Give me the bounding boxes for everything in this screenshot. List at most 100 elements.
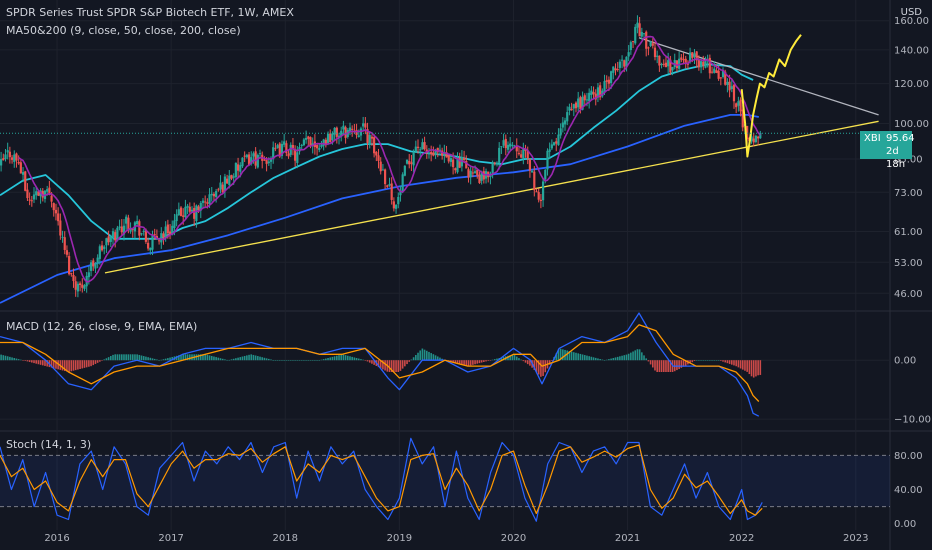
- candle[interactable]: [533, 166, 536, 197]
- candle[interactable]: [300, 143, 303, 150]
- candle[interactable]: [373, 134, 376, 158]
- candle[interactable]: [640, 27, 643, 40]
- candle[interactable]: [63, 231, 66, 255]
- candle[interactable]: [147, 237, 150, 251]
- candle[interactable]: [612, 66, 615, 80]
- candle[interactable]: [307, 135, 310, 147]
- macd-panel[interactable]: [0, 312, 762, 417]
- candle[interactable]: [557, 128, 560, 146]
- candle[interactable]: [162, 231, 165, 245]
- candle[interactable]: [65, 245, 69, 258]
- candle[interactable]: [397, 192, 400, 209]
- candle[interactable]: [81, 278, 84, 293]
- candle[interactable]: [667, 52, 670, 74]
- candle[interactable]: [478, 171, 481, 184]
- candle[interactable]: [427, 147, 431, 159]
- candle[interactable]: [48, 180, 51, 196]
- candle[interactable]: [419, 146, 422, 157]
- candle[interactable]: [61, 230, 64, 243]
- candle[interactable]: [340, 126, 343, 142]
- candle[interactable]: [204, 195, 207, 208]
- candle[interactable]: [370, 134, 374, 146]
- candle[interactable]: [401, 172, 404, 194]
- candle[interactable]: [572, 103, 575, 117]
- candle[interactable]: [4, 149, 7, 162]
- candle[interactable]: [252, 151, 255, 164]
- candle[interactable]: [100, 240, 104, 252]
- candle[interactable]: [272, 141, 275, 164]
- candle[interactable]: [149, 247, 152, 255]
- candle[interactable]: [708, 54, 711, 79]
- candle[interactable]: [522, 142, 525, 165]
- candle[interactable]: [177, 202, 180, 216]
- candle[interactable]: [138, 219, 141, 241]
- candle[interactable]: [476, 168, 479, 179]
- candle[interactable]: [114, 229, 117, 248]
- candle[interactable]: [318, 143, 321, 153]
- candle[interactable]: [524, 144, 527, 158]
- candle[interactable]: [294, 145, 297, 167]
- candle[interactable]: [537, 188, 540, 203]
- candle[interactable]: [552, 141, 556, 146]
- candle[interactable]: [68, 252, 71, 276]
- candle[interactable]: [739, 97, 742, 117]
- candle[interactable]: [502, 133, 505, 148]
- candle[interactable]: [193, 202, 196, 226]
- candle[interactable]: [228, 170, 231, 189]
- candle[interactable]: [728, 74, 731, 98]
- candle[interactable]: [107, 230, 110, 246]
- candle[interactable]: [710, 66, 714, 74]
- candle[interactable]: [414, 140, 417, 154]
- macd-legend[interactable]: MACD (12, 26, close, 9, EMA, EMA): [6, 320, 198, 333]
- candle[interactable]: [247, 151, 251, 166]
- candle[interactable]: [368, 131, 371, 149]
- candle[interactable]: [493, 161, 496, 166]
- candle[interactable]: [634, 24, 637, 45]
- candle[interactable]: [243, 151, 246, 162]
- candle[interactable]: [362, 116, 365, 131]
- candle[interactable]: [616, 61, 619, 72]
- candle[interactable]: [287, 149, 290, 159]
- candle[interactable]: [757, 135, 760, 146]
- candle[interactable]: [662, 59, 665, 67]
- candle[interactable]: [188, 202, 191, 214]
- candle[interactable]: [383, 168, 387, 189]
- candle[interactable]: [454, 167, 457, 174]
- candle[interactable]: [366, 122, 369, 150]
- candle[interactable]: [682, 52, 685, 65]
- candle[interactable]: [186, 203, 189, 215]
- candle[interactable]: [498, 142, 501, 170]
- candle[interactable]: [436, 147, 439, 158]
- candle[interactable]: [416, 139, 420, 154]
- candle[interactable]: [658, 55, 661, 72]
- candle[interactable]: [443, 144, 446, 163]
- candle[interactable]: [280, 140, 284, 159]
- candle[interactable]: [153, 228, 156, 240]
- candle[interactable]: [664, 55, 668, 68]
- candle[interactable]: [491, 160, 494, 179]
- candle[interactable]: [283, 133, 286, 148]
- candle[interactable]: [92, 258, 95, 271]
- candle[interactable]: [697, 55, 700, 71]
- candle[interactable]: [0, 151, 3, 172]
- candle[interactable]: [219, 175, 222, 194]
- candle[interactable]: [629, 40, 632, 55]
- candle[interactable]: [614, 63, 617, 76]
- candle[interactable]: [17, 155, 20, 165]
- candle[interactable]: [495, 161, 499, 167]
- candle[interactable]: [390, 177, 393, 205]
- candle[interactable]: [37, 191, 40, 197]
- candle[interactable]: [291, 137, 295, 156]
- candle[interactable]: [28, 192, 31, 206]
- candle[interactable]: [212, 192, 216, 201]
- candle[interactable]: [52, 202, 55, 217]
- candle[interactable]: [684, 55, 687, 69]
- candle[interactable]: [546, 148, 549, 176]
- candle[interactable]: [732, 84, 736, 109]
- candle[interactable]: [302, 137, 306, 147]
- candle[interactable]: [179, 206, 183, 217]
- candle[interactable]: [254, 147, 257, 169]
- candle[interactable]: [78, 281, 82, 292]
- candle[interactable]: [686, 60, 690, 69]
- candle[interactable]: [730, 78, 733, 93]
